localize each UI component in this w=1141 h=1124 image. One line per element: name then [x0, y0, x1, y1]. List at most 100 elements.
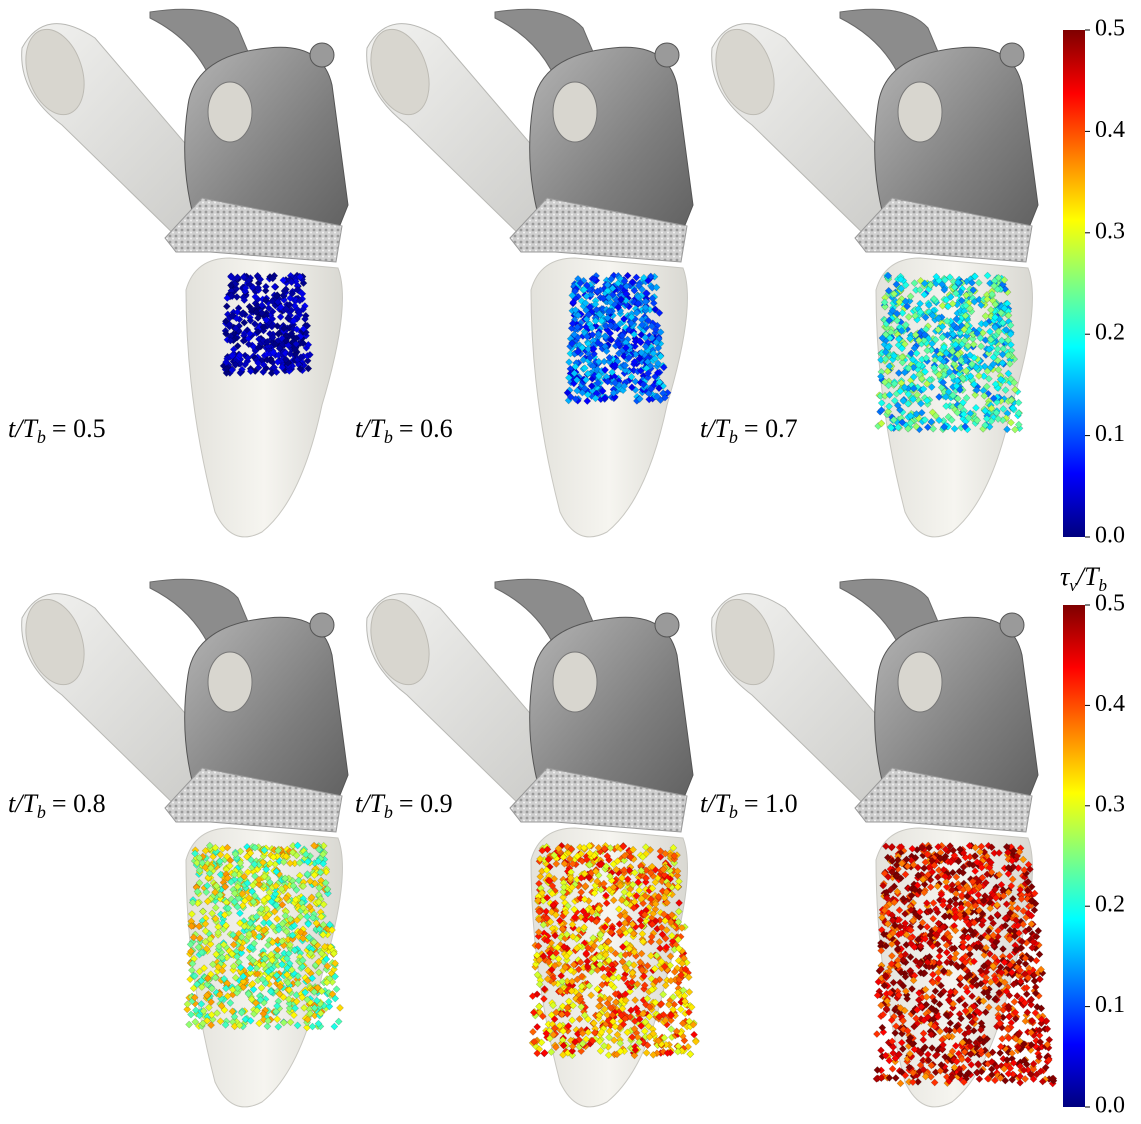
- time-value: = 0.8: [52, 789, 106, 818]
- particle: [299, 339, 308, 348]
- particle: [244, 340, 253, 349]
- particle: [292, 325, 301, 334]
- particle: [254, 283, 263, 292]
- particle: [289, 316, 298, 325]
- particle: [301, 315, 309, 323]
- particle: [228, 366, 237, 374]
- particle: [888, 1064, 897, 1073]
- time-var: t/T: [8, 414, 38, 443]
- particle: [282, 336, 290, 345]
- panel: t/Tb = 0.9: [355, 578, 700, 1108]
- particle: [268, 274, 277, 283]
- particle: [250, 320, 259, 328]
- time-value: = 0.7: [744, 414, 798, 443]
- time-sub: b: [384, 802, 393, 822]
- particle: [238, 310, 246, 318]
- particle: [275, 344, 284, 353]
- particle: [996, 1049, 1004, 1057]
- particle: [336, 1003, 344, 1012]
- particle: [332, 985, 341, 994]
- particle: [293, 285, 302, 294]
- particle: [975, 1075, 984, 1083]
- particle: [226, 336, 235, 345]
- particle: [254, 314, 262, 322]
- time-var: t/T: [700, 414, 730, 443]
- particle: [308, 1022, 317, 1031]
- particle: [254, 359, 262, 367]
- particle: [304, 340, 313, 349]
- particle: [268, 307, 277, 316]
- heart-render: [360, 8, 694, 538]
- particle: [280, 324, 288, 333]
- particle: [259, 368, 268, 376]
- particle: [274, 298, 282, 306]
- particle: [279, 276, 288, 285]
- particle: [259, 360, 268, 369]
- time-sub: b: [37, 802, 46, 822]
- particle: [267, 369, 276, 378]
- particle: [274, 329, 283, 338]
- particle: [263, 355, 272, 364]
- time-sub: b: [384, 427, 393, 447]
- particle: [579, 356, 588, 364]
- particle: [222, 364, 231, 373]
- particle: [292, 340, 301, 348]
- particle: [254, 328, 262, 336]
- particle: [231, 324, 240, 333]
- particle: [631, 377, 640, 386]
- particle: [258, 301, 266, 310]
- particle: [233, 273, 242, 282]
- particle: [226, 332, 235, 341]
- particle: [686, 1050, 695, 1059]
- particle: [222, 302, 231, 311]
- particle: [266, 329, 274, 338]
- time-label: t/Tb = 0.7: [700, 414, 798, 447]
- particle: [303, 356, 312, 365]
- particle: [262, 312, 270, 320]
- particle: [276, 313, 285, 321]
- particle: [261, 286, 270, 295]
- particle: [590, 350, 598, 358]
- particle: [227, 281, 235, 290]
- time-value: = 0.5: [52, 414, 106, 443]
- particle: [225, 320, 234, 329]
- particle: [223, 294, 232, 302]
- particle: [233, 342, 242, 350]
- particle: [292, 334, 301, 343]
- time-label: t/Tb = 0.8: [8, 789, 106, 822]
- particle: [244, 354, 252, 362]
- particle: [232, 284, 241, 293]
- particle: [240, 296, 249, 305]
- particle: [282, 305, 291, 313]
- particle: [282, 355, 290, 364]
- particle: [330, 1022, 339, 1031]
- particle: [529, 1027, 537, 1036]
- particle: [287, 278, 296, 287]
- particle: [284, 314, 292, 323]
- time-label: t/Tb = 0.6: [355, 414, 453, 447]
- particle: [259, 323, 268, 332]
- time-var: t/T: [355, 414, 385, 443]
- particle: [271, 340, 279, 349]
- time-label: t/Tb = 0.9: [355, 789, 453, 822]
- particle: [296, 273, 304, 281]
- particle: [253, 271, 262, 280]
- particle: [227, 273, 235, 281]
- particle: [297, 353, 305, 362]
- particle: [240, 318, 249, 327]
- particle: [306, 350, 314, 359]
- time-sub: b: [729, 427, 738, 447]
- particle: [269, 348, 278, 357]
- panel: t/Tb = 0.7: [700, 8, 1039, 538]
- particle: [295, 308, 304, 316]
- particle: [239, 273, 248, 282]
- particle: [264, 342, 272, 351]
- particle: [274, 351, 283, 360]
- particle: [246, 316, 255, 325]
- particle: [185, 1020, 193, 1029]
- particle: [262, 296, 270, 305]
- panel: t/Tb = 0.8: [8, 578, 349, 1108]
- particle: [280, 287, 289, 295]
- particle: [296, 365, 305, 373]
